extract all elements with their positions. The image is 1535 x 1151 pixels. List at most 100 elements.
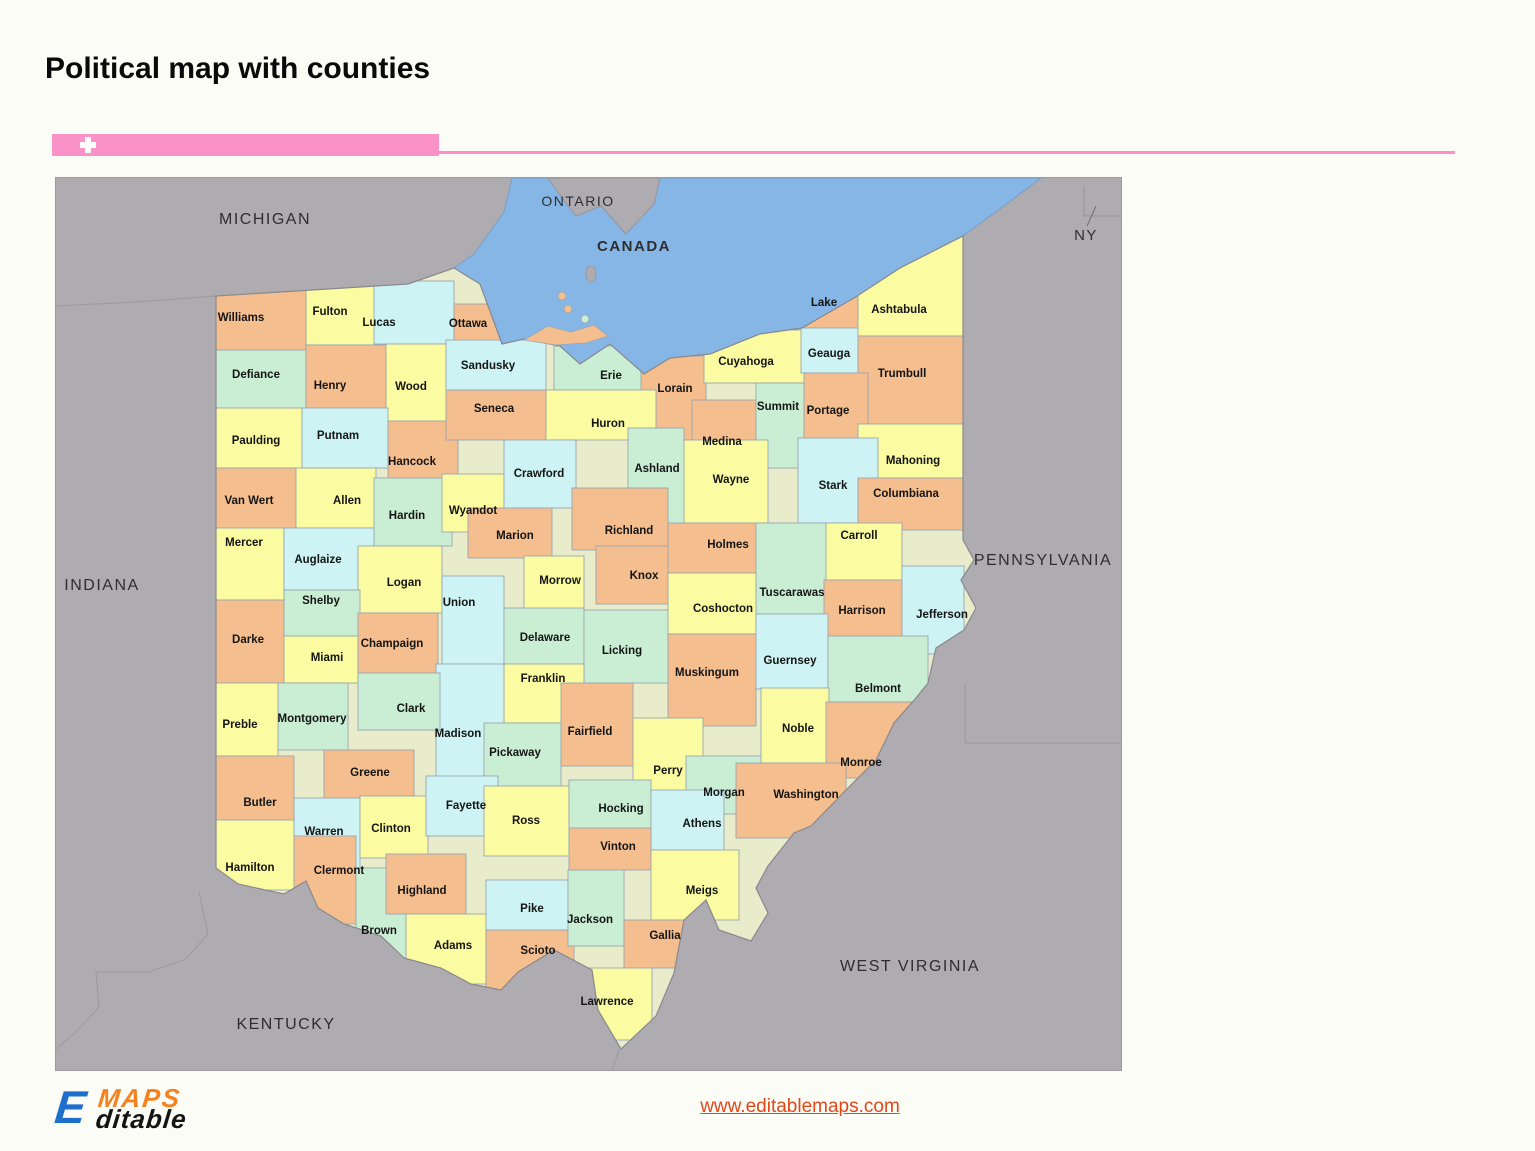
county-carroll <box>825 522 903 581</box>
county-label-jefferson: Jefferson <box>916 609 968 621</box>
ohio-county-map: Williams Fulton Lucas Ottawa Defiance Henry Wo… <box>55 177 1122 1071</box>
island-gray <box>585 265 597 283</box>
pink-accent-bar <box>52 134 439 156</box>
ohio-outline <box>215 235 977 1050</box>
county-label-cuyahoga: Cuyahoga <box>718 356 774 368</box>
county-label-allen: Allen <box>333 495 361 507</box>
editablemaps-logo: E MAPS ditable <box>52 1081 188 1134</box>
county-label-clark: Clark <box>397 703 426 715</box>
county-highland <box>385 853 467 915</box>
county-label-champaign: Champaign <box>361 638 424 650</box>
county-montgomery <box>277 682 349 751</box>
county-label-marion: Marion <box>496 530 534 542</box>
county-van-wert <box>216 467 297 529</box>
county-wood <box>385 343 455 429</box>
pa-wv-border <box>964 683 1121 744</box>
county-lucas <box>373 280 455 345</box>
county-label-adams: Adams <box>434 940 472 952</box>
plus-icon <box>80 137 96 153</box>
county-label-preble: Preble <box>222 719 257 731</box>
county-label-morrow: Morrow <box>539 575 581 587</box>
region-label-pennsylvania: PENNSYLVANIA <box>974 552 1112 569</box>
county-label-coshocton: Coshocton <box>693 603 753 615</box>
county-morrow <box>523 555 585 613</box>
county-pickaway <box>483 722 562 787</box>
county-label-greene: Greene <box>350 767 390 779</box>
county-label-clinton: Clinton <box>371 823 411 835</box>
county-label-miami: Miami <box>311 652 344 664</box>
county-label-putnam: Putnam <box>317 430 359 442</box>
county-label-guernsey: Guernsey <box>763 655 817 667</box>
county-miami <box>283 635 359 684</box>
county-label-fayette: Fayette <box>446 800 486 812</box>
region-label-ny: NY <box>1074 227 1098 244</box>
county-defiance <box>216 349 307 409</box>
county-label-muskingum: Muskingum <box>675 667 739 679</box>
county-label-scioto: Scioto <box>520 945 555 957</box>
county-label-belmont: Belmont <box>855 683 901 695</box>
county-mercer <box>216 527 285 601</box>
county-label-darke: Darke <box>232 634 264 646</box>
county-label-van-wert: Van Wert <box>225 495 274 507</box>
county-label-athens: Athens <box>683 818 722 830</box>
county-delaware <box>503 607 585 665</box>
county-label-washington: Washington <box>773 789 838 801</box>
county-label-stark: Stark <box>819 480 848 492</box>
county-label-lake: Lake <box>811 297 837 309</box>
county-label-clermont: Clermont <box>314 865 365 877</box>
county-label-ross: Ross <box>512 815 540 827</box>
county-label-mahoning: Mahoning <box>886 455 940 467</box>
county-preble <box>216 682 279 757</box>
county-label-paulding: Paulding <box>232 435 281 447</box>
county-label-meigs: Meigs <box>686 885 719 897</box>
county-portage <box>803 372 869 439</box>
county-label-logan: Logan <box>387 577 422 589</box>
county-geauga <box>800 327 864 374</box>
county-labels-layer: Williams Fulton Lucas Ottawa Defiance Henry Wo… <box>218 297 968 1008</box>
island-orange-1 <box>557 291 567 301</box>
county-label-perry: Perry <box>653 765 683 777</box>
county-label-noble: Noble <box>782 723 814 735</box>
editablemaps-link[interactable]: www.editablemaps.com <box>700 1096 900 1117</box>
county-label-harrison: Harrison <box>838 605 885 617</box>
county-belmont <box>827 635 929 703</box>
map-canvas: Williams Fulton Lucas Ottawa Defiance Henry Wo… <box>56 178 1121 1070</box>
county-darke <box>216 599 285 684</box>
county-label-lucas: Lucas <box>362 317 395 329</box>
county-jackson <box>567 869 625 947</box>
kentucky-wv-border <box>611 1049 620 1070</box>
county-ross <box>483 785 570 857</box>
page-title: Political map with counties <box>45 52 431 85</box>
catawba-point <box>522 324 609 346</box>
county-label-ashland: Ashland <box>634 463 679 475</box>
county-label-union: Union <box>443 597 476 609</box>
county-label-portage: Portage <box>807 405 850 417</box>
island-green <box>580 314 590 324</box>
county-label-licking: Licking <box>602 645 642 657</box>
county-label-hancock: Hancock <box>388 456 437 468</box>
county-label-crawford: Crawford <box>514 468 564 480</box>
county-champaign <box>357 612 439 674</box>
county-muskingum <box>667 633 757 727</box>
county-label-wyandot: Wyandot <box>449 505 498 517</box>
county-clark <box>357 672 441 731</box>
county-union <box>441 575 505 665</box>
county-label-columbiana: Columbiana <box>873 488 939 500</box>
county-label-holmes: Holmes <box>707 539 749 551</box>
county-label-sandusky: Sandusky <box>461 360 516 372</box>
county-paulding <box>216 407 303 469</box>
county-guernsey <box>755 613 829 690</box>
county-pike <box>485 879 569 931</box>
county-label-richland: Richland <box>605 525 654 537</box>
county-wayne <box>683 439 769 524</box>
county-label-ashtabula: Ashtabula <box>871 304 927 316</box>
county-coshocton <box>667 572 757 635</box>
county-label-franklin: Franklin <box>521 673 566 685</box>
ny-label-pointer <box>1086 205 1097 227</box>
logo-letter-e: E <box>52 1081 89 1133</box>
county-label-shelby: Shelby <box>302 595 340 607</box>
county-label-seneca: Seneca <box>474 403 515 415</box>
county-label-geauga: Geauga <box>808 348 851 360</box>
county-label-fulton: Fulton <box>312 306 347 318</box>
county-richland <box>571 487 669 551</box>
